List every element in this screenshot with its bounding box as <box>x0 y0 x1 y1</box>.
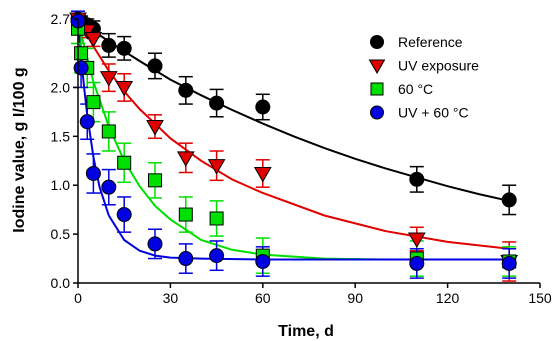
legend-marker <box>370 35 384 49</box>
data-point-series-1 <box>253 166 272 183</box>
y-tick-label: 0.5 <box>51 226 71 242</box>
data-point-series-2 <box>148 173 162 188</box>
data-point-series-2 <box>101 124 116 139</box>
y-tick-label: 2.7 <box>51 11 71 27</box>
y-tick-label: 0.0 <box>51 275 71 291</box>
data-point-series-3 <box>116 207 132 223</box>
data-point-series-1 <box>407 232 426 249</box>
data-point-series-0 <box>116 40 132 56</box>
data-point-series-2 <box>178 207 193 222</box>
legend-entry-series-2: 60 °C <box>370 81 433 97</box>
y-axis-title: Iodine value, g I/100 g <box>11 67 28 232</box>
data-point-series-3 <box>147 236 163 252</box>
legend-marker <box>368 59 386 75</box>
data-point-series-3 <box>85 165 101 181</box>
x-tick-label: 150 <box>528 290 552 306</box>
legend-marker <box>370 105 384 120</box>
data-point-series-1 <box>176 151 195 167</box>
data-point-series-0 <box>409 171 425 187</box>
fit-line-series-3 <box>77 18 510 261</box>
legend-label: 60 °C <box>398 81 433 97</box>
x-axis-title: Time, d <box>278 323 334 340</box>
legend-label: Reference <box>398 34 463 50</box>
data-point-series-0 <box>209 95 225 111</box>
x-tick-label: 60 <box>255 290 271 306</box>
legend-label: UV + 60 °C <box>398 105 469 121</box>
data-point-series-0 <box>147 58 163 74</box>
data-point-series-3 <box>501 255 517 271</box>
data-point-series-0 <box>178 82 194 98</box>
data-point-series-1 <box>207 159 226 175</box>
data-point-series-0 <box>255 99 271 115</box>
x-tick-label: 90 <box>347 290 363 306</box>
data-point-series-3 <box>101 179 117 195</box>
y-tick-label: 1.0 <box>51 177 71 193</box>
data-point-series-1 <box>84 32 103 48</box>
legend-label: UV exposure <box>398 58 479 74</box>
data-point-series-2 <box>74 46 89 61</box>
data-point-series-3 <box>209 248 225 264</box>
data-point-series-3 <box>73 60 89 76</box>
data-markers <box>69 11 519 271</box>
data-point-series-3 <box>255 253 271 269</box>
legend-entry-series-1: UV exposure <box>368 58 479 75</box>
data-point-series-3 <box>178 251 194 267</box>
x-tick-label: 120 <box>436 290 460 306</box>
x-tick-label: 30 <box>163 290 179 306</box>
data-point-series-3 <box>79 114 95 130</box>
data-point-series-1 <box>115 80 134 97</box>
legend-entry-series-0: Reference <box>370 34 463 50</box>
data-point-series-2 <box>209 211 224 226</box>
data-point-series-0 <box>101 37 117 53</box>
legend-marker <box>370 82 384 96</box>
data-point-series-2 <box>86 95 101 110</box>
data-point-series-3 <box>409 255 425 271</box>
legend: Reference UV exposure 60 °C UV + 60 °C <box>368 34 479 121</box>
data-point-series-2 <box>117 155 132 170</box>
y-tick-label: 1.5 <box>51 128 71 144</box>
data-point-series-1 <box>146 120 164 136</box>
legend-entry-series-3: UV + 60 °C <box>370 105 469 121</box>
x-tick-label: 0 <box>74 290 82 306</box>
y-tick-label: 2.0 <box>51 79 71 95</box>
data-point-series-0 <box>501 192 517 208</box>
axes: 0 30 60 90 120 150 0.0 0.5 1.0 1.5 2.0 2.7 <box>51 11 552 306</box>
data-point-series-1 <box>99 71 118 87</box>
